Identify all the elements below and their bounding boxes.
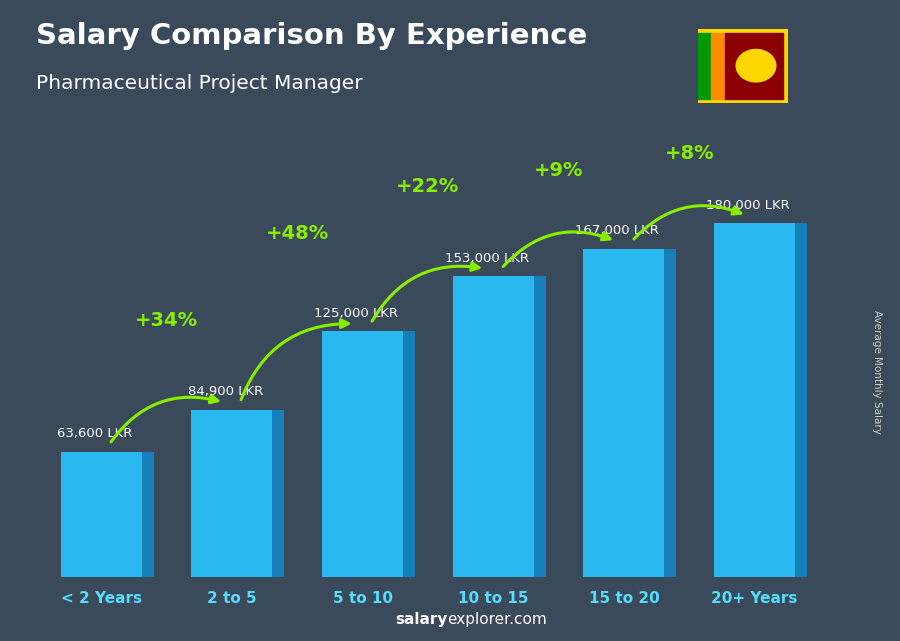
Text: +22%: +22% bbox=[396, 177, 460, 196]
Text: Salary Comparison By Experience: Salary Comparison By Experience bbox=[36, 22, 587, 51]
Bar bbox=[534, 276, 545, 577]
Text: 84,900 LKR: 84,900 LKR bbox=[188, 385, 263, 398]
Bar bbox=[698, 33, 711, 99]
Bar bbox=[724, 33, 783, 99]
Text: Average Monthly Salary: Average Monthly Salary bbox=[872, 310, 883, 434]
Bar bbox=[322, 331, 403, 577]
Bar bbox=[403, 331, 415, 577]
Text: explorer.com: explorer.com bbox=[447, 612, 547, 627]
Bar bbox=[192, 410, 273, 577]
Text: +9%: +9% bbox=[534, 161, 583, 180]
Bar bbox=[711, 33, 724, 99]
Bar bbox=[664, 249, 676, 577]
Bar bbox=[273, 410, 284, 577]
Text: salary: salary bbox=[395, 612, 447, 627]
Bar bbox=[61, 452, 142, 577]
Text: 125,000 LKR: 125,000 LKR bbox=[314, 306, 398, 320]
Circle shape bbox=[736, 49, 776, 82]
Bar bbox=[142, 452, 154, 577]
Text: 180,000 LKR: 180,000 LKR bbox=[706, 199, 790, 212]
Text: +48%: +48% bbox=[266, 224, 328, 243]
Bar bbox=[453, 276, 534, 577]
Text: 153,000 LKR: 153,000 LKR bbox=[445, 252, 528, 265]
Bar bbox=[583, 249, 664, 577]
Text: 167,000 LKR: 167,000 LKR bbox=[575, 224, 660, 237]
Text: 63,600 LKR: 63,600 LKR bbox=[57, 427, 132, 440]
Bar bbox=[714, 224, 795, 577]
Text: Pharmaceutical Project Manager: Pharmaceutical Project Manager bbox=[36, 74, 363, 93]
Bar bbox=[795, 224, 806, 577]
Text: +8%: +8% bbox=[664, 144, 714, 163]
Text: +34%: +34% bbox=[135, 311, 198, 329]
